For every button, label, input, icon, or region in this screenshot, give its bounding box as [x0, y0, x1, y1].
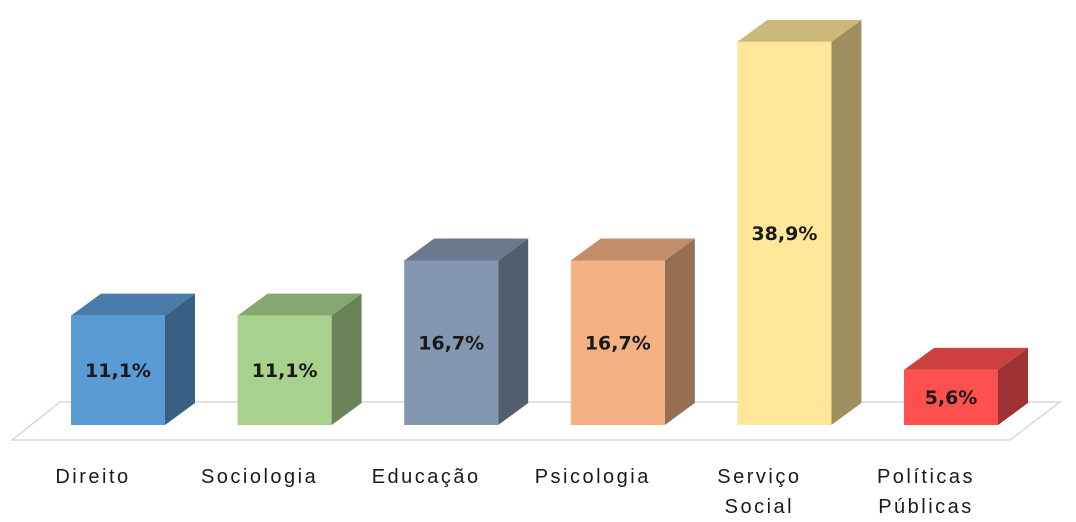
bar-side — [331, 293, 362, 425]
x-tick-label: Psicologia — [534, 466, 651, 488]
bar-side — [664, 238, 695, 425]
bar-top — [904, 347, 1028, 370]
value-label: 5,6% — [925, 387, 978, 409]
x-tick-label: Sociologia — [200, 466, 319, 488]
bar-side — [998, 347, 1028, 425]
bar — [71, 315, 165, 425]
bar-top — [237, 293, 362, 316]
bar-top — [71, 293, 195, 316]
bar-side — [165, 293, 195, 425]
bar — [570, 260, 665, 425]
bar — [737, 41, 832, 426]
value-label: 38,9% — [751, 223, 817, 245]
value-label: 11,1% — [85, 360, 151, 382]
x-tick-label: Serviço Social — [717, 466, 802, 518]
bar-top — [737, 19, 862, 42]
bar-top — [570, 238, 695, 261]
bar-top — [404, 238, 529, 261]
x-tick-label: Direito — [55, 466, 131, 488]
bar — [237, 315, 332, 425]
bar — [904, 369, 998, 425]
x-tick-label: Políticas Públicas — [876, 466, 976, 518]
x-tick-label: Educação — [371, 466, 481, 488]
value-label: 16,7% — [585, 332, 651, 354]
bar-side — [831, 19, 862, 426]
bar-side — [498, 238, 529, 425]
bar — [404, 260, 499, 425]
value-label: 11,1% — [252, 360, 318, 382]
value-label: 16,7% — [418, 332, 484, 354]
